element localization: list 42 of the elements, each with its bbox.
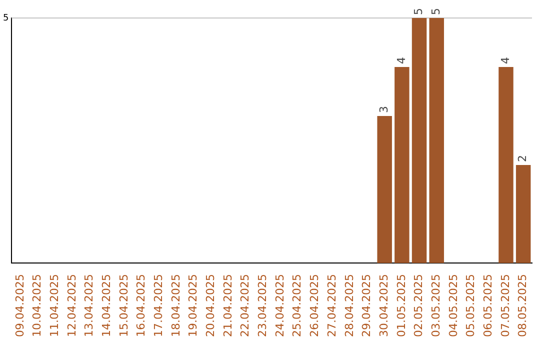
bar [429,18,444,264]
x-tick-label: 06.05.2025 [482,274,495,338]
x-tick-label: 04.05.2025 [446,274,460,338]
x-tick-label: 27.04.2025 [325,274,338,338]
x-tick-label: 22.04.2025 [238,274,252,338]
x-tick-label: 29.04.2025 [360,274,374,338]
data-label: 2 [516,155,530,162]
bar [498,67,514,264]
x-tick-label: 24.04.2025 [273,274,286,338]
x-tick-label: 13.04.2025 [82,274,96,338]
x-tick-label: 30.04.2025 [377,274,390,338]
x-tick-label: 07.05.2025 [498,274,512,338]
bar [377,116,392,264]
data-label: 5 [412,8,426,15]
data-label: 4 [498,57,512,64]
x-tick-label: 03.05.2025 [429,274,442,338]
x-tick-label: 02.05.2025 [412,274,426,338]
x-tick-label: 11.04.2025 [48,274,61,338]
x-tick-label: 21.04.2025 [221,274,234,338]
x-tick-label: 10.04.2025 [30,274,44,338]
x-tick-label: 18.04.2025 [169,274,182,338]
x-tick-label: 16.04.2025 [134,274,148,338]
bar [516,165,531,264]
data-label: 3 [377,106,390,114]
x-tick-label: 09.04.2025 [13,274,26,338]
x-tick-label: 26.04.2025 [308,274,322,338]
x-tick-label: 15.04.2025 [117,274,130,338]
x-tick-label: 12.04.2025 [65,274,78,338]
data-label: 4 [394,57,408,64]
x-tick-label: 23.04.2025 [256,274,270,338]
x-tick-label: 20.04.2025 [204,274,218,338]
x-tick-label: 01.05.2025 [394,274,408,338]
x-tick-label: 19.04.2025 [186,274,200,338]
x-tick-label: 05.05.2025 [464,274,478,338]
x-tick-label: 25.04.2025 [290,274,304,338]
data-label: 5 [429,8,442,15]
x-tick-label: 17.04.2025 [152,274,165,338]
x-tick-label: 08.05.2025 [516,274,530,338]
bar [394,67,410,264]
x-tick-label: 28.04.2025 [342,274,356,338]
bar [412,18,427,264]
x-tick-label: 14.04.2025 [100,274,113,338]
